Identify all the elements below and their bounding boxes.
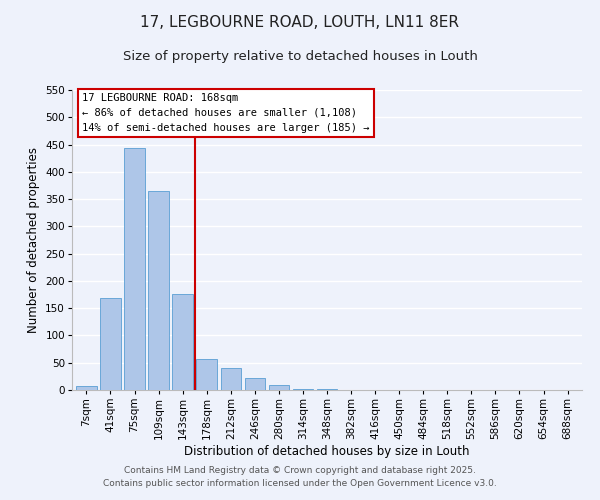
Y-axis label: Number of detached properties: Number of detached properties xyxy=(27,147,40,333)
Bar xyxy=(269,384,289,390)
Bar xyxy=(148,191,169,390)
Bar xyxy=(196,360,217,390)
Bar xyxy=(76,386,97,390)
Text: Contains HM Land Registry data © Crown copyright and database right 2025.
Contai: Contains HM Land Registry data © Crown c… xyxy=(103,466,497,487)
Bar xyxy=(245,378,265,390)
X-axis label: Distribution of detached houses by size in Louth: Distribution of detached houses by size … xyxy=(184,444,470,458)
Bar xyxy=(293,389,313,390)
Text: 17, LEGBOURNE ROAD, LOUTH, LN11 8ER: 17, LEGBOURNE ROAD, LOUTH, LN11 8ER xyxy=(140,15,460,30)
Bar xyxy=(172,294,193,390)
Text: Size of property relative to detached houses in Louth: Size of property relative to detached ho… xyxy=(122,50,478,63)
Text: 17 LEGBOURNE ROAD: 168sqm
← 86% of detached houses are smaller (1,108)
14% of se: 17 LEGBOURNE ROAD: 168sqm ← 86% of detac… xyxy=(82,93,370,132)
Bar xyxy=(221,368,241,390)
Bar xyxy=(124,148,145,390)
Bar xyxy=(100,298,121,390)
